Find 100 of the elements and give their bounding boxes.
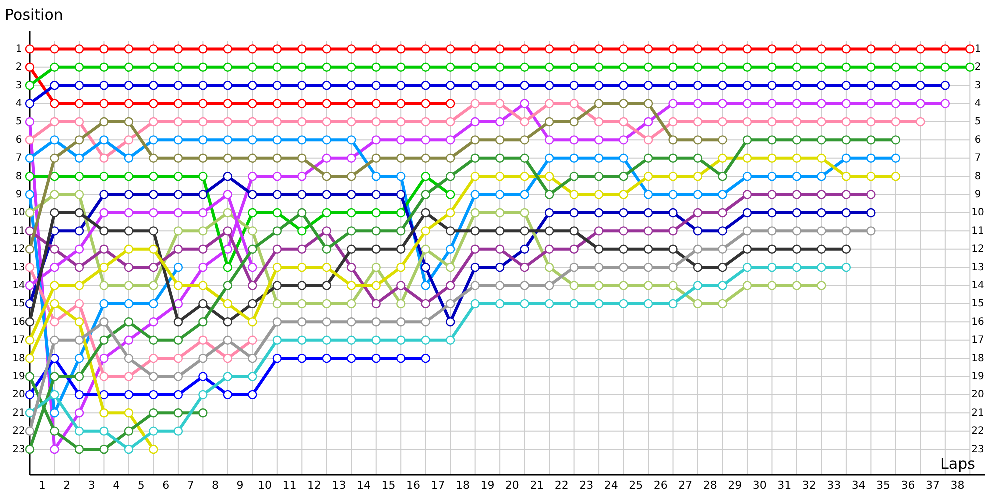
point — [668, 262, 678, 272]
y-tick-label: 14 — [12, 280, 26, 292]
point — [223, 354, 233, 364]
point — [124, 136, 134, 145]
point — [470, 62, 480, 72]
point — [248, 154, 258, 163]
point — [149, 354, 158, 364]
point — [25, 99, 35, 108]
point — [693, 80, 703, 90]
point — [792, 190, 802, 200]
point — [742, 172, 752, 182]
point — [866, 226, 876, 236]
point — [817, 136, 826, 145]
point — [50, 172, 60, 182]
point — [570, 117, 579, 127]
x-tick-label: 10 — [258, 479, 272, 492]
point — [742, 281, 752, 290]
point — [842, 172, 852, 182]
point — [25, 426, 35, 436]
point — [594, 80, 604, 90]
point — [495, 154, 505, 163]
point — [198, 172, 208, 182]
point — [74, 154, 84, 163]
point — [272, 117, 282, 127]
point — [248, 99, 258, 108]
point — [742, 208, 752, 218]
point — [866, 99, 876, 108]
point — [198, 226, 208, 236]
point — [718, 117, 728, 127]
point — [396, 299, 406, 309]
point — [248, 172, 258, 182]
point — [149, 318, 158, 327]
point — [149, 444, 158, 454]
point — [74, 318, 84, 327]
point — [50, 390, 60, 400]
point — [544, 80, 554, 90]
point — [174, 299, 184, 309]
point — [668, 117, 678, 127]
x-tick-label: 18 — [456, 479, 470, 492]
point — [396, 62, 406, 72]
point — [223, 208, 233, 218]
point — [272, 262, 282, 272]
x-tick-label: 23 — [580, 479, 594, 492]
point — [248, 80, 258, 90]
point — [50, 336, 60, 345]
y-tick-label: 8 — [16, 171, 22, 182]
point — [372, 262, 381, 272]
point — [792, 226, 802, 236]
y2-tick-label: 6 — [974, 134, 982, 146]
point — [520, 154, 530, 163]
point — [74, 117, 84, 127]
point — [644, 117, 654, 127]
point — [372, 190, 381, 200]
point — [544, 154, 554, 163]
point — [619, 62, 628, 72]
point — [495, 208, 505, 218]
point — [396, 226, 406, 236]
x-tick-label: 17 — [431, 479, 446, 492]
point — [866, 44, 876, 54]
point — [718, 172, 728, 182]
point — [25, 62, 35, 72]
point — [842, 154, 852, 163]
y-tick-label: 17 — [12, 335, 26, 346]
point — [298, 80, 307, 90]
point — [100, 426, 109, 436]
x-tick-label: 25 — [629, 479, 644, 492]
point — [768, 136, 777, 145]
y2-tick-label: 16 — [972, 316, 984, 328]
point — [470, 99, 480, 108]
point — [817, 226, 826, 236]
point — [223, 336, 233, 345]
point — [248, 299, 258, 309]
point — [74, 172, 84, 182]
point — [248, 390, 258, 400]
point — [174, 262, 184, 272]
point — [372, 44, 381, 54]
point — [149, 99, 158, 108]
x-tick-label: 14 — [357, 479, 372, 492]
point — [520, 44, 530, 54]
point — [842, 62, 852, 72]
point — [619, 244, 628, 254]
point — [742, 44, 752, 54]
point — [421, 318, 430, 327]
point — [619, 281, 628, 290]
point — [520, 190, 530, 200]
point — [74, 62, 84, 72]
point — [347, 80, 356, 90]
point — [396, 44, 406, 54]
point — [74, 226, 84, 236]
point — [223, 172, 233, 182]
point — [693, 281, 703, 290]
point — [174, 190, 184, 200]
point — [149, 299, 158, 309]
point — [149, 136, 158, 145]
point — [866, 62, 876, 72]
point — [421, 172, 430, 182]
point — [619, 117, 628, 127]
x-tick-label: 28 — [703, 479, 718, 492]
point — [570, 62, 579, 72]
point — [272, 44, 282, 54]
